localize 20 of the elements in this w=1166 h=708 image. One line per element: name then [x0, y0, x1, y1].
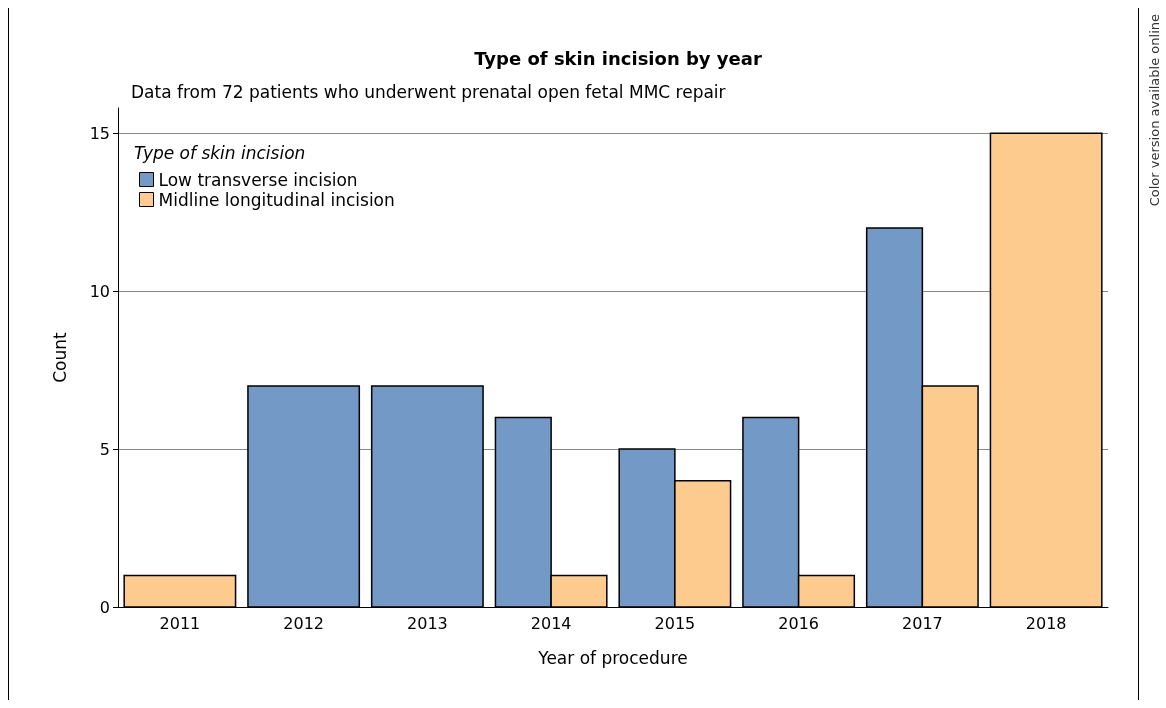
y-tick-label: 10 — [89, 281, 110, 301]
x-tick-label: 2017 — [902, 613, 943, 633]
chart-subtitle: Data from 72 patients who underwent prenatal open fetal MMC repair — [131, 81, 726, 102]
x-tick-label: 2011 — [159, 613, 201, 633]
x-tick-label: 2018 — [1025, 613, 1067, 633]
x-tick-label: 2012 — [283, 613, 324, 633]
x-axis-title: Year of procedure — [537, 647, 688, 668]
y-tick-label: 5 — [99, 439, 110, 459]
text: Color version available online — [1146, 14, 1162, 207]
legend-label: Midline longitudinal incision — [158, 189, 395, 210]
y-tick-label: 0 — [99, 597, 110, 617]
x-tick-label: 2016 — [778, 613, 819, 633]
legend-title: Type of skin incision — [134, 142, 306, 163]
y-axis-title: Count — [49, 331, 70, 383]
legend-label: Low transverse incision — [158, 169, 358, 190]
x-tick-label: 2015 — [654, 613, 696, 633]
y-tick-label: 15 — [89, 123, 110, 143]
x-tick-label: 2014 — [530, 613, 572, 633]
chart-title: Type of skin incision by year — [474, 47, 762, 69]
x-tick-label: 2013 — [407, 613, 448, 633]
